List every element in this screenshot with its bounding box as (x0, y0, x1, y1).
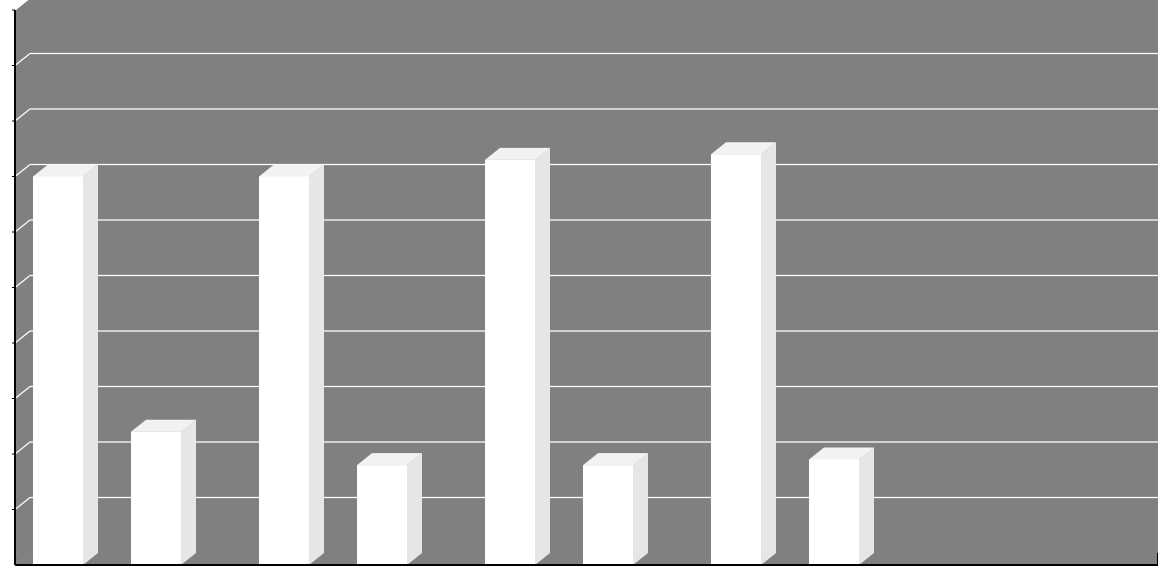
bar-front (131, 432, 181, 565)
bar-front (33, 177, 83, 566)
bar-side (535, 148, 550, 565)
bar-side (761, 142, 776, 565)
bar-front (259, 177, 309, 566)
bar-side (181, 420, 196, 565)
bar-side (83, 165, 98, 566)
bar-front (809, 460, 859, 565)
bar-front (583, 465, 633, 565)
bar-front (711, 154, 761, 565)
bar-side (633, 453, 648, 565)
bar-side (407, 453, 422, 565)
bar-front (357, 465, 407, 565)
bar-chart-3d (0, 0, 1158, 579)
chart-side-wall (15, 0, 30, 565)
bar-side (309, 165, 324, 566)
bar-side (859, 448, 874, 565)
bar-front (485, 160, 535, 565)
